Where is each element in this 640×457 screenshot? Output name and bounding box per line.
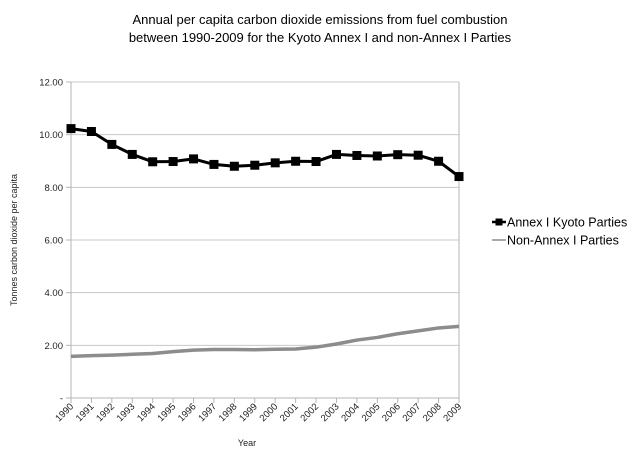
data-point: [127, 149, 137, 159]
axes: [70, 82, 460, 403]
x-tick-label: 2000: [258, 401, 281, 424]
data-point: [107, 139, 117, 149]
y-tick-label: 10.00: [39, 130, 63, 141]
chart-title-line-2: between 1990-2009 for the Kyoto Annex I …: [129, 30, 512, 45]
x-tick-label: 2006: [380, 401, 403, 424]
x-tick-label: 2001: [278, 401, 301, 424]
x-tick-label: 1992: [94, 401, 117, 424]
x-tick-label: 2002: [298, 401, 321, 424]
data-point: [393, 150, 403, 160]
x-tick-label: 2003: [319, 401, 342, 424]
x-tick-label: 2009: [441, 401, 464, 424]
data-point: [189, 154, 199, 164]
x-tick-label: 1995: [155, 401, 178, 424]
x-tick-label: 2005: [360, 401, 383, 424]
data-point: [168, 157, 178, 167]
y-tick-labels: - 2.00 4.00 6.00 8.00 10.00 12.00: [39, 78, 63, 405]
x-tick-label: 1996: [176, 401, 199, 424]
data-point: [372, 151, 382, 161]
data-point: [148, 157, 158, 167]
x-tick-label: 1999: [237, 401, 260, 424]
x-tick-label: 2007: [401, 401, 424, 424]
data-point: [209, 159, 219, 169]
data-point: [331, 149, 341, 159]
x-tick-labels: 1990199119921993199419951996199719981999…: [53, 401, 464, 424]
y-tick-label: -: [60, 394, 63, 405]
legend: Annex I Kyoto Parties Non-Annex I Parties: [492, 216, 627, 248]
legend-swatch-marker: [495, 218, 503, 226]
data-point: [352, 150, 362, 160]
x-tick-label: 1998: [217, 401, 240, 424]
y-tick-label: 2.00: [45, 341, 64, 352]
series-line: [70, 324, 460, 359]
legend-label: Non-Annex I Parties: [507, 234, 619, 248]
x-tick-label: 1997: [196, 401, 219, 424]
data-point: [86, 127, 96, 137]
x-axis-label: Year: [238, 438, 256, 448]
x-tick-label: 1991: [74, 401, 97, 424]
y-axis-label: Tonnes carbon dioxide per capita: [9, 174, 19, 306]
data-point: [250, 160, 260, 170]
data-point: [291, 156, 301, 166]
y-tick-label: 8.00: [45, 183, 64, 194]
series-group: [66, 124, 464, 359]
chart-title-line-1: Annual per capita carbon dioxide emissio…: [132, 12, 507, 27]
data-point: [270, 158, 280, 168]
data-point: [454, 172, 464, 182]
data-point: [66, 124, 76, 134]
data-point: [229, 161, 239, 171]
x-tick-label: 2008: [421, 401, 444, 424]
x-tick-label: 1990: [53, 401, 76, 424]
gridlines: [66, 81, 459, 399]
data-point: [311, 157, 321, 167]
x-tick-label: 1993: [115, 401, 138, 424]
x-tick-label: 1994: [135, 401, 158, 424]
y-tick-label: 6.00: [45, 236, 64, 247]
x-tick-label: 2004: [339, 401, 362, 424]
y-tick-label: 12.00: [39, 78, 63, 89]
data-point: [413, 150, 423, 160]
y-tick-label: 4.00: [45, 288, 64, 299]
data-point: [434, 156, 444, 166]
legend-label: Annex I Kyoto Parties: [507, 216, 627, 230]
